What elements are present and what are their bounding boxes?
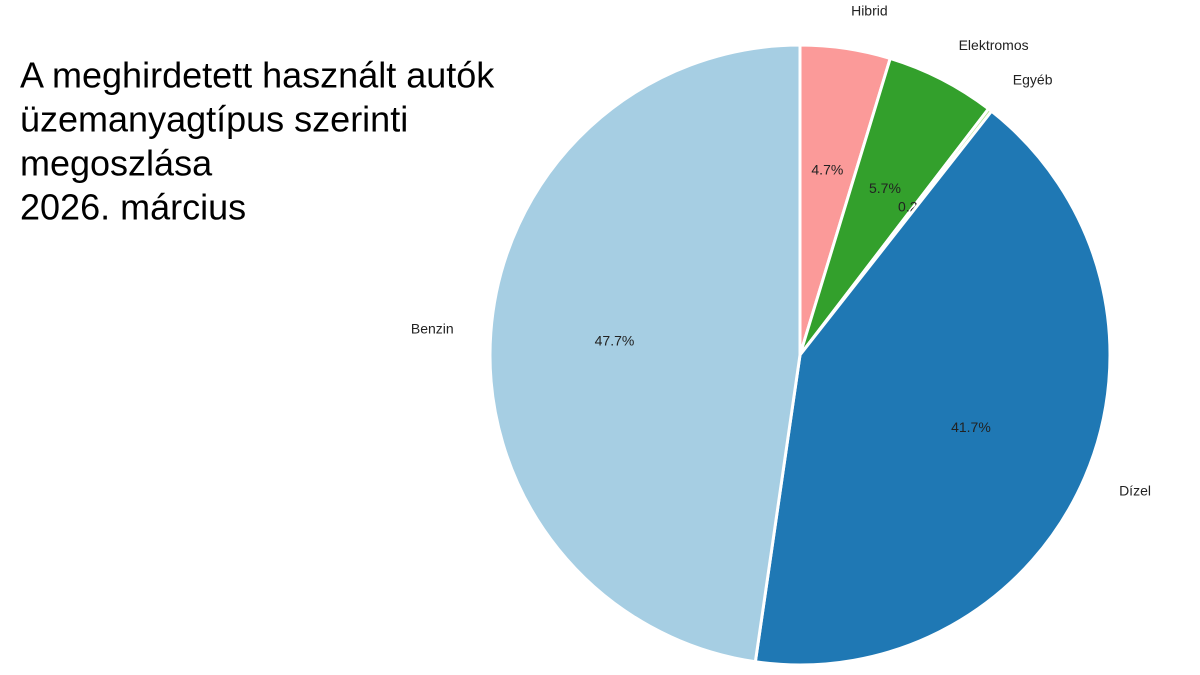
slice-label: Dízel [1119,483,1151,499]
pie-slice [753,109,1112,667]
value-label: 41.7% [951,419,991,435]
slice-label: Hibrid [851,2,888,18]
pie-slice [488,43,802,664]
value-label: 47.7% [595,332,635,348]
chart-title: 2026. március [20,187,246,228]
value-label: 4.7% [811,162,843,178]
value-label: 5.7% [869,180,901,196]
chart-title: üzemanyagtípus szerinti [20,99,408,140]
slice-label: Benzin [411,321,454,337]
slice-label: Elektromos [959,37,1029,53]
chart-title: A meghirdetett használt autók [20,55,495,96]
chart-title: megoszlása [20,143,213,184]
slice-label: Egyéb [1013,71,1053,87]
